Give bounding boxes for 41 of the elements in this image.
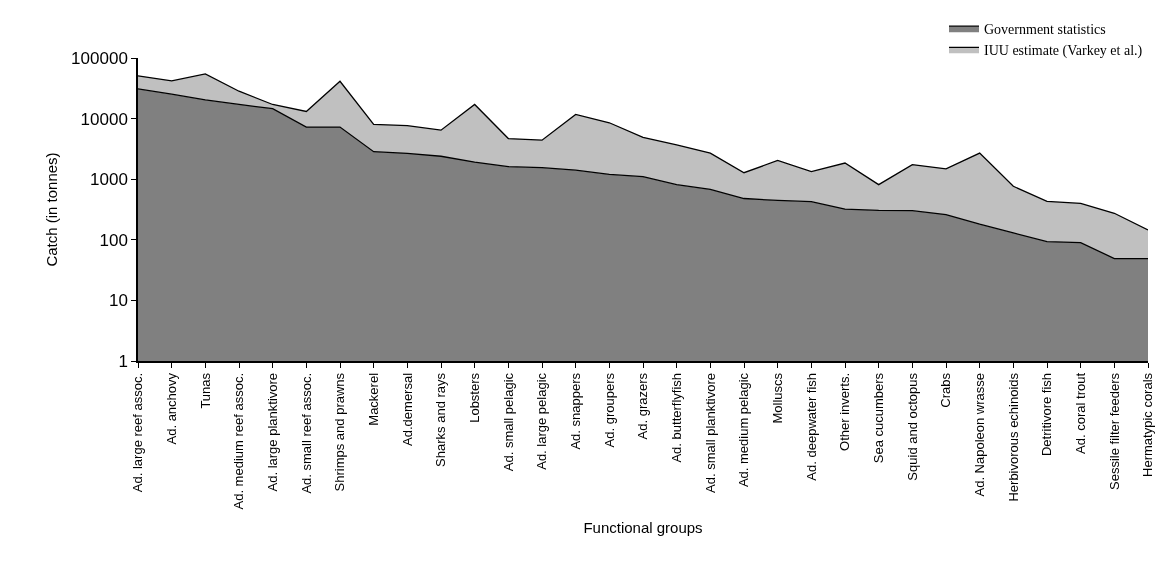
y-tick-label: 100000 [71, 48, 128, 68]
x-tick-label: Squid and octopus [904, 372, 920, 481]
x-tick-label: Herbivorous echinoids [1005, 372, 1021, 502]
x-tick-label: Ad. medium reef assoc. [231, 372, 247, 510]
x-tick-label: Ad. grazers [635, 372, 651, 440]
x-tick-label: Ad. large reef assoc. [130, 372, 146, 493]
x-tick-label: Ad. small pelagic [500, 372, 516, 472]
x-tick-label: Ad. butterflyfish [668, 372, 684, 463]
x-tick-label: Hermatypic corals [1140, 372, 1156, 477]
x-tick-label: Other inverts. [837, 372, 853, 451]
x-tick-label: Ad. medium pelagic [736, 372, 752, 488]
x-tick-label: Ad. small planktivore [702, 372, 718, 493]
x-tick-label: Ad. small reef assoc. [298, 372, 314, 494]
x-tick-label: Ad. Napoleon wrasse [971, 372, 987, 497]
y-tick-label: 1 [118, 351, 128, 371]
legend-label: IUU estimate (Varkey et al.) [984, 42, 1143, 59]
x-tick-label: Sea cucumbers [870, 372, 886, 464]
x-tick-label: Tunas [197, 372, 213, 409]
x-tick-label: Ad.demersal [399, 372, 415, 446]
x-tick-label: Crabs [938, 372, 954, 408]
x-tick-label: Ad. groupers [601, 372, 617, 448]
x-tick-label: Lobsters [466, 372, 482, 423]
x-tick-label: Detritivore fish [1039, 372, 1055, 457]
x-tick-label: Sessile filter feeders [1106, 372, 1122, 491]
x-tick-label: Ad. anchovy [163, 372, 179, 445]
x-tick-label: Shrimps and prawns [332, 372, 348, 492]
x-axis-title: Functional groups [583, 519, 703, 537]
x-tick-label: Ad. deepwater fish [803, 372, 819, 481]
x-tick-label: Sharks and rays [433, 372, 449, 467]
y-tick-label: 10 [108, 291, 128, 311]
x-tick-label: Ad. coral trout [1072, 372, 1088, 454]
legend-label: Government statistics [984, 21, 1106, 37]
y-tick-label: 1000 [90, 170, 128, 190]
y-tick-label: 10000 [80, 109, 128, 129]
y-axis-title: Catch (in tonnes) [42, 152, 60, 267]
x-tick-label: Molluscs [769, 372, 785, 424]
x-tick-label: Ad. large planktivore [264, 372, 280, 492]
y-tick-label: 100 [99, 230, 128, 250]
x-tick-label: Ad. large pelagic [534, 372, 550, 470]
x-tick-label: Mackerel [365, 372, 381, 426]
x-tick-label: Ad. snappers [567, 372, 583, 450]
